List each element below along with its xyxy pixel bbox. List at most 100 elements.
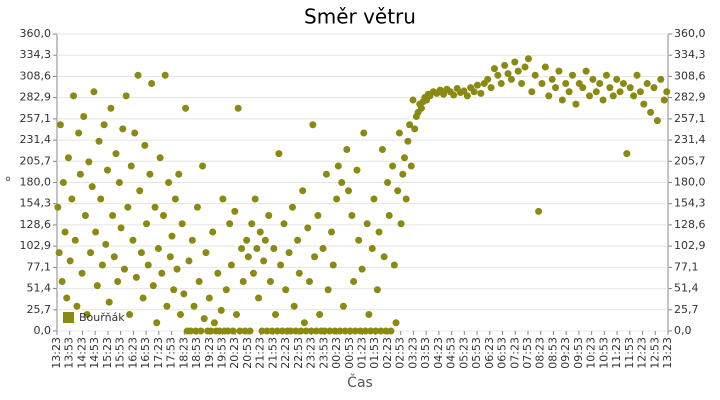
y-tick-label: 102,9 bbox=[20, 239, 52, 252]
point bbox=[87, 249, 95, 257]
x-tick-label: 19:23 bbox=[203, 337, 216, 369]
point bbox=[643, 80, 651, 87]
point bbox=[280, 220, 288, 228]
x-tick-label: 23:53 bbox=[317, 337, 330, 369]
point bbox=[119, 125, 127, 133]
point bbox=[339, 302, 347, 310]
point bbox=[282, 286, 290, 294]
point bbox=[110, 253, 118, 261]
y2-tick-label: 308,6 bbox=[674, 69, 706, 82]
point bbox=[307, 327, 315, 335]
point bbox=[199, 162, 207, 170]
x-tick-label: 07:23 bbox=[508, 337, 521, 369]
point bbox=[334, 162, 342, 170]
point bbox=[263, 327, 271, 335]
y2-tick-label: 77,1 bbox=[674, 260, 699, 273]
point bbox=[378, 146, 386, 153]
x-tick-label: 12:23 bbox=[636, 337, 649, 369]
point bbox=[541, 63, 549, 71]
point bbox=[141, 141, 149, 149]
point bbox=[562, 80, 570, 87]
x-tick-label: 13:23 bbox=[661, 337, 674, 369]
x-tick-label: 02:53 bbox=[394, 337, 407, 369]
point bbox=[109, 212, 117, 219]
y-tick-label: 128,6 bbox=[20, 218, 52, 231]
point bbox=[300, 319, 308, 327]
x-tick-label: 15:53 bbox=[114, 337, 127, 369]
point bbox=[255, 294, 263, 302]
point bbox=[602, 71, 610, 79]
point bbox=[619, 80, 627, 87]
series bbox=[54, 55, 671, 335]
point bbox=[555, 67, 563, 75]
point bbox=[261, 236, 269, 244]
point bbox=[268, 327, 276, 335]
point bbox=[158, 269, 166, 277]
point bbox=[497, 80, 505, 87]
point bbox=[105, 298, 113, 306]
point bbox=[73, 302, 81, 310]
point bbox=[117, 224, 125, 232]
point bbox=[344, 187, 352, 195]
y2-tick-label: 51,4 bbox=[674, 282, 699, 295]
point bbox=[302, 327, 310, 335]
point bbox=[146, 170, 154, 178]
point bbox=[102, 240, 110, 248]
point bbox=[586, 92, 594, 100]
point bbox=[326, 327, 334, 335]
point bbox=[249, 269, 257, 277]
point bbox=[350, 278, 358, 285]
point bbox=[361, 327, 369, 335]
x-tick-label: 09:53 bbox=[572, 337, 585, 369]
point bbox=[126, 311, 134, 318]
point bbox=[487, 84, 495, 92]
point bbox=[270, 245, 278, 252]
point bbox=[319, 245, 327, 252]
point bbox=[341, 327, 349, 335]
y-tick-label: 282,9 bbox=[20, 91, 52, 104]
point bbox=[132, 273, 140, 281]
x-tick-label: 01:53 bbox=[368, 337, 381, 369]
point bbox=[401, 154, 409, 162]
point bbox=[322, 170, 330, 178]
point bbox=[531, 71, 539, 79]
point bbox=[256, 228, 264, 236]
point bbox=[329, 261, 337, 269]
point bbox=[66, 257, 74, 265]
y2-tick-label: 102,9 bbox=[674, 239, 706, 252]
point bbox=[95, 137, 103, 145]
point bbox=[193, 203, 201, 211]
point bbox=[160, 212, 168, 219]
y-tick-label: 231,4 bbox=[20, 133, 52, 146]
point bbox=[392, 319, 400, 327]
point bbox=[356, 327, 364, 335]
point bbox=[511, 58, 519, 66]
x-tick-label: 23:23 bbox=[305, 337, 318, 369]
point bbox=[484, 75, 492, 83]
x-tick-label: 21:23 bbox=[254, 337, 267, 369]
point bbox=[353, 166, 361, 174]
point bbox=[266, 278, 274, 285]
x-tick-label: 18:53 bbox=[190, 337, 203, 369]
point bbox=[265, 212, 273, 219]
point bbox=[613, 75, 621, 83]
point bbox=[238, 245, 246, 252]
point bbox=[316, 311, 324, 318]
point bbox=[90, 88, 98, 96]
y2-tick-label: 180,0 bbox=[674, 176, 706, 189]
point bbox=[321, 327, 329, 335]
point bbox=[136, 187, 144, 195]
point bbox=[124, 203, 132, 211]
point bbox=[163, 302, 171, 310]
point bbox=[149, 282, 157, 290]
point bbox=[399, 170, 407, 178]
point bbox=[636, 88, 644, 96]
point bbox=[368, 245, 376, 252]
point bbox=[599, 96, 607, 104]
point bbox=[188, 236, 196, 244]
point bbox=[143, 220, 151, 228]
y2-tick-label: 0,0 bbox=[674, 324, 692, 337]
point bbox=[647, 108, 655, 116]
x-tick-label: 04:53 bbox=[445, 337, 458, 369]
